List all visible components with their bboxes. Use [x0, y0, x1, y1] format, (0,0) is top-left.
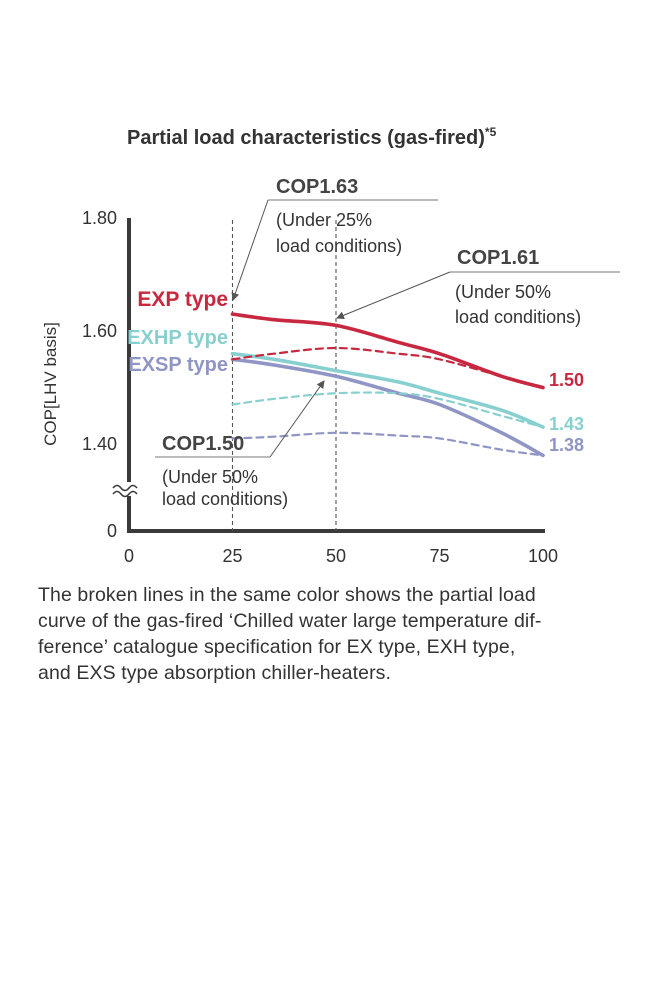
annotation-title: COP1.61 — [457, 247, 539, 269]
caption-line: The broken lines in the same color shows… — [38, 584, 536, 606]
series-line-dashed — [231, 431, 545, 457]
y-tick-label: 1.80 — [82, 208, 117, 228]
annotation-text: load conditions) — [455, 307, 581, 327]
x-tick-label: 25 — [222, 546, 242, 566]
y-tick-label: 1.60 — [82, 321, 117, 341]
series-line — [230, 351, 545, 429]
chart-title-note: *5 — [485, 125, 497, 139]
y-tick-label: 0 — [107, 521, 117, 541]
chart-caption: The broken lines in the same color shows… — [38, 582, 623, 686]
x-tick-label: 100 — [528, 546, 558, 566]
series-name-label: EXP type — [137, 288, 228, 311]
annotations: COP1.63 (Under 25% load conditions) COP1.61… — [155, 176, 620, 509]
x-tick-label: 50 — [326, 546, 346, 566]
caption-line: and EXS type absorption chiller-heaters. — [38, 662, 392, 684]
series-line-dashed — [231, 346, 545, 389]
series-line — [230, 312, 545, 390]
caption-line: curve of the gas-fired ‘Chilled water la… — [38, 610, 542, 632]
annotation-title: COP1.50 — [162, 433, 244, 455]
annotation-arrow — [231, 199, 269, 301]
series-name-label: EXHP type — [127, 327, 228, 349]
series-labels: EXP type 1.50 EXHP type 1.43 EXSP type 1.38 — [127, 288, 584, 455]
axis-break-mark — [112, 490, 138, 498]
x-tick-label: 75 — [429, 546, 449, 566]
annotation-text: (Under 50% — [162, 467, 258, 487]
annotation-text: (Under 50% — [455, 282, 551, 302]
x-tick-label: 0 — [124, 546, 134, 566]
series-lines — [230, 312, 545, 458]
y-axis-label: COP[LHV basis] — [41, 322, 60, 446]
series-end-value: 1.50 — [549, 370, 584, 390]
series-end-value: 1.43 — [549, 414, 584, 434]
axis-break-mark — [112, 484, 138, 492]
series-line — [230, 357, 545, 458]
caption-line: ference’ catalogue specification for EX … — [38, 636, 516, 658]
tick-labels: 0 25 50 75 100 0 1.40 1.60 1.80 — [82, 208, 558, 566]
annotation-arrow — [269, 380, 325, 458]
series-end-value: 1.38 — [549, 435, 584, 455]
chart-title-text: Partial load characteristics (gas-fired) — [127, 127, 485, 149]
annotation-text: (Under 25% — [276, 210, 372, 230]
annotation-title: COP1.63 — [276, 176, 358, 198]
annotation-arrow — [336, 271, 451, 320]
series-line-dashed — [231, 391, 545, 429]
annotation-text: load conditions) — [276, 236, 402, 256]
annotation-text: load conditions) — [162, 489, 288, 509]
chart-title: Partial load characteristics (gas-fired)… — [127, 125, 497, 149]
series-name-label: EXSP type — [128, 354, 228, 376]
y-tick-label: 1.40 — [82, 434, 117, 454]
